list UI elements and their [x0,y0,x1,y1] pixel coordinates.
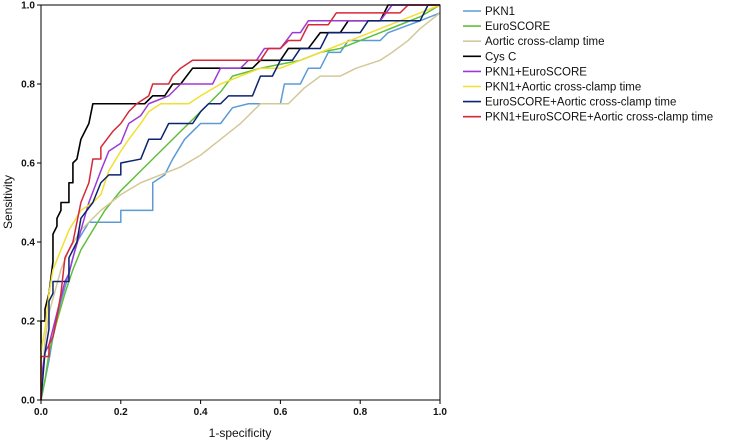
y-axis-label: Sensitivity [1,175,15,229]
roc-curve-1 [40,4,441,401]
y-axis-ticks: 0.0 0.2 0.4 0.6 0.8 1.0 [21,1,41,407]
x-tick-label: 0.2 [114,407,128,418]
y-tick-label: 0.6 [21,159,35,170]
legend: PKN1 EuroSCORE Aortic cross-clamp time Cys … [463,6,713,124]
x-tick-label: 0.4 [194,407,208,418]
legend-label: PKN1+EuroSCORE+Aortic cross-clamp time [485,112,713,124]
roc-curve-6 [40,4,440,401]
x-tick-label: 0.6 [273,407,287,418]
y-tick-label: 1.0 [21,1,35,12]
plot-area [41,5,440,400]
y-tick-label: 0.2 [21,317,35,328]
legend-label: EuroSCORE+Aortic cross-clamp time [485,97,676,109]
x-tick-label: 0.8 [353,407,367,418]
roc-curve-5 [40,4,441,400]
legend-label: Cys C [485,51,516,63]
x-axis-label: 1-specificity [209,426,272,440]
plot-frame [40,4,441,401]
legend-label: EuroSCORE [485,21,551,33]
legend-label: PKN1+Aortic cross-clamp time [485,82,641,94]
x-tick-label: 1.0 [433,407,447,418]
x-axis-ticks: 0.0 0.2 0.4 0.6 0.8 1.0 [34,400,447,418]
y-tick-label: 0.8 [21,80,35,91]
y-tick-label: 0.4 [21,238,35,249]
x-tick-label: 0.0 [34,407,48,418]
roc-curve-7 [40,4,440,400]
legend-label: PKN1+EuroSCORE [485,66,587,78]
y-tick-label: 0.0 [21,396,35,407]
legend-label: PKN1 [485,6,515,18]
legend-label: Aortic cross-clamp time [485,36,605,48]
curves-group [40,4,441,401]
